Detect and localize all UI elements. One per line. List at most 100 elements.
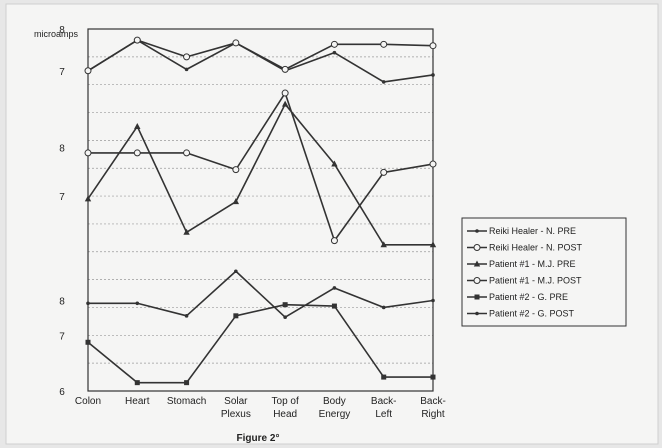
x-tick-labels: Colon Heart Stomach Solar Plexus Top of Head Bo… [75, 396, 446, 420]
data-point [183, 228, 190, 235]
data-point [234, 269, 238, 274]
figure-caption: Figure 2° [237, 433, 280, 444]
y-tick-label: 8 [59, 25, 65, 36]
data-point [380, 241, 387, 248]
legend-item: Patient #1 - M.J. PRE [467, 259, 576, 269]
data-point [134, 122, 141, 129]
data-point [281, 65, 289, 73]
legend-label: Patient #2 - G. POST [489, 309, 575, 319]
data-point [431, 298, 435, 303]
data-point [85, 339, 91, 345]
legend-swatch-marker [474, 294, 480, 300]
data-point [431, 73, 435, 77]
data-point [332, 286, 337, 290]
legend-item: Patient #1 - M.J. POST [467, 276, 582, 286]
legend-item: Reiki Healer - N. POST [467, 243, 583, 253]
y-tick-labels: 8 7 8 7 8 7 6 [59, 25, 65, 398]
data-point [183, 149, 191, 157]
data-point [429, 241, 437, 248]
series-6 [86, 269, 435, 320]
series-line [88, 270, 434, 319]
data-point [183, 53, 191, 61]
data-point [330, 237, 338, 245]
legend-label: Patient #1 - M.J. POST [489, 276, 582, 286]
data-point [381, 80, 386, 84]
data-point [331, 160, 338, 167]
data-point [133, 149, 141, 157]
x-tick-label: Head [273, 409, 297, 420]
series-3 [84, 100, 437, 248]
data-point [430, 374, 436, 380]
x-tick-label: Top of [272, 396, 299, 407]
series-2 [84, 36, 437, 75]
data-point [281, 100, 289, 107]
legend-swatch-marker [475, 229, 479, 233]
x-tick-label: Left [375, 409, 392, 420]
data-point [331, 303, 337, 309]
series-layer [84, 36, 437, 386]
data-point [133, 36, 141, 44]
data-point [381, 374, 387, 380]
series-4 [84, 89, 437, 245]
x-tick-label: Solar [224, 396, 248, 407]
y-tick-label: 8 [59, 143, 65, 154]
data-point [232, 39, 240, 47]
y-tick-label: 7 [59, 67, 65, 78]
legend-box [461, 217, 627, 327]
legend-label: Reiki Healer - N. POST [489, 243, 583, 253]
data-point [281, 89, 289, 97]
data-point [232, 166, 240, 174]
x-tick-label: Colon [75, 396, 101, 407]
y-axis-title: microamps [34, 29, 79, 39]
data-point [330, 40, 338, 48]
data-point [84, 149, 92, 157]
x-tick-label: Energy [319, 409, 351, 420]
y-tick-label: 7 [59, 192, 65, 203]
data-point [429, 42, 437, 50]
legend-swatch-marker [475, 311, 479, 316]
legend-swatch-marker [473, 277, 481, 284]
x-tick-label: Back- [371, 396, 397, 407]
series-line [87, 303, 433, 384]
data-point [84, 67, 92, 75]
legend-label: Reiki Healer - N. PRE [489, 226, 576, 236]
data-point [381, 305, 386, 310]
data-point [380, 40, 388, 48]
x-tick-label: Plexus [221, 409, 251, 420]
data-point [380, 168, 388, 176]
plot-area [87, 28, 434, 392]
data-point [184, 314, 189, 318]
y-tick-label: 7 [59, 331, 65, 342]
series-line [87, 103, 433, 246]
x-tick-label: Heart [125, 396, 150, 407]
data-point [283, 315, 287, 320]
x-tick-label: Body [323, 396, 346, 407]
legend-item: Reiki Healer - N. PRE [467, 226, 576, 236]
legend: Reiki Healer - N. PRE Reiki Healer - N. P… [461, 217, 627, 327]
data-point [86, 301, 90, 306]
data-point [429, 160, 437, 168]
legend-item: Patient #2 - G. PRE [467, 292, 568, 302]
data-point [184, 67, 189, 72]
legend-swatch-marker [473, 244, 481, 251]
legend-label: Patient #2 - G. PRE [489, 292, 568, 302]
data-point [134, 380, 140, 386]
legend-item: Patient #2 - G. POST [467, 309, 575, 319]
y-tick-label: 6 [59, 387, 65, 398]
series-line [88, 92, 434, 242]
data-point [84, 195, 92, 202]
x-tick-label: Right [421, 409, 445, 420]
legend-label: Patient #1 - M.J. PRE [489, 259, 576, 269]
series-line [87, 39, 434, 72]
data-point [332, 50, 337, 55]
data-point [135, 301, 140, 306]
series-5 [85, 302, 436, 386]
x-tick-label: Stomach [167, 396, 206, 407]
grid-lines [88, 56, 433, 364]
data-point [232, 198, 240, 205]
data-point [184, 380, 190, 386]
data-point [233, 313, 239, 319]
x-tick-label: Back- [420, 396, 446, 407]
y-tick-label: 8 [59, 297, 65, 308]
